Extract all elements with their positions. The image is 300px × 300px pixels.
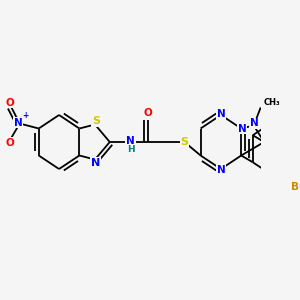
Text: CH₃: CH₃: [263, 98, 280, 107]
Text: +: +: [22, 111, 29, 120]
Text: N: N: [91, 158, 101, 167]
Text: O: O: [6, 137, 14, 148]
Text: N: N: [238, 124, 247, 134]
Text: N: N: [217, 109, 225, 119]
Text: N: N: [217, 165, 225, 175]
Text: O: O: [144, 108, 152, 118]
Text: N: N: [126, 136, 135, 146]
Text: Br: Br: [291, 182, 300, 192]
Text: O: O: [6, 98, 14, 107]
Text: S: S: [180, 137, 188, 147]
Text: H: H: [127, 146, 134, 154]
Text: N: N: [250, 118, 259, 128]
Text: N: N: [14, 118, 22, 128]
Text: S: S: [92, 116, 100, 127]
